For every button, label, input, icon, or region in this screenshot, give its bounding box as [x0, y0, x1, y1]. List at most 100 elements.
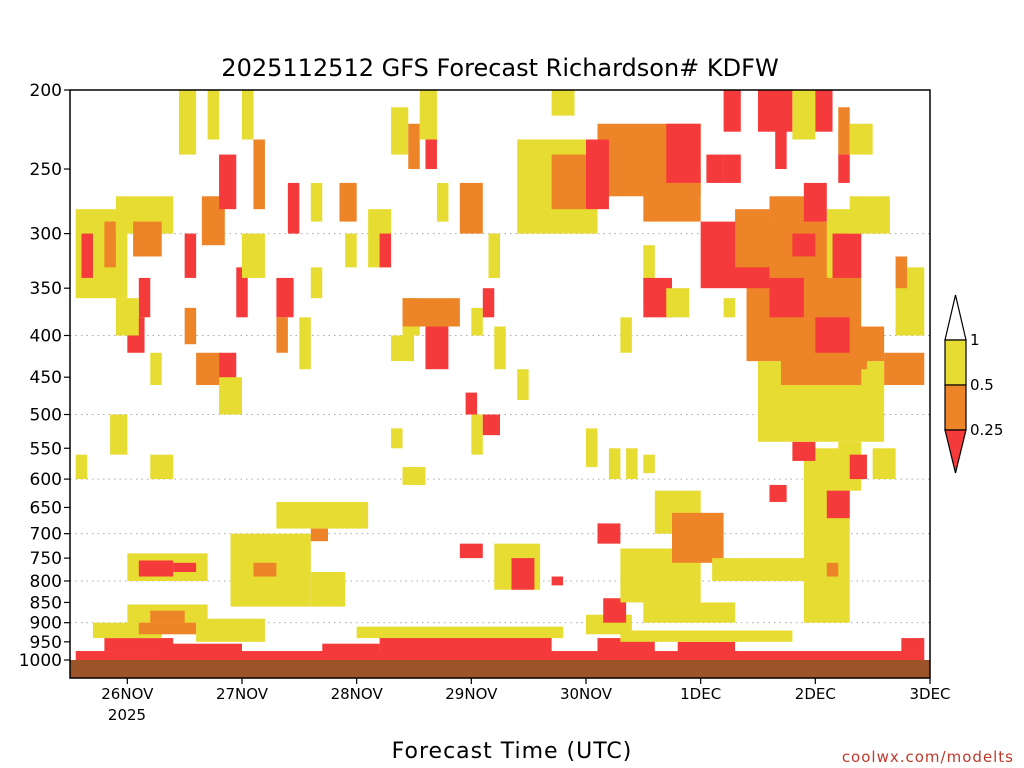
ri-cell-37	[826, 562, 839, 577]
y-tick-label-400: 400	[30, 326, 62, 346]
ri-cell-133	[488, 233, 500, 278]
ri-cell-26	[511, 558, 535, 590]
ri-cell-16	[173, 562, 197, 573]
colorbar-label-0-25: 0.25	[970, 421, 1003, 439]
ri-cell-88	[608, 448, 621, 480]
ri-cell-92	[104, 221, 116, 268]
ri-cell-0	[75, 651, 925, 660]
ri-cell-4	[379, 634, 552, 655]
ri-cell-97	[115, 298, 139, 336]
y-tick-label-900: 900	[30, 614, 62, 634]
x-tick-label-2dec: 2DEC	[795, 685, 836, 703]
y-tick-label-650: 650	[30, 498, 62, 518]
ri-cell-108	[242, 233, 265, 278]
colorbar-label-0-5: 0.5	[970, 376, 994, 394]
ri-cell-89	[586, 428, 598, 468]
ri-cell-103	[207, 90, 220, 140]
ri-cell-72	[838, 154, 850, 183]
ri-cell-141	[482, 414, 500, 436]
ri-cell-87	[643, 454, 655, 474]
ri-cell-137	[219, 377, 242, 415]
x-tick-label-27nov: 27NOV	[216, 685, 269, 703]
ri-cell-86	[626, 448, 638, 480]
ri-cell-115	[310, 182, 323, 222]
ri-cell-139	[75, 454, 88, 480]
ri-cell-7	[901, 638, 925, 652]
ri-cell-117	[339, 182, 357, 222]
ri-cell-74	[792, 233, 816, 257]
ri-cell-39	[826, 490, 850, 519]
y-axis: 200 250 300 350 400 450 500 550 600 650 700 750 8008…	[19, 81, 70, 671]
colorbar-level-red	[944, 429, 967, 474]
ri-cell-53	[895, 256, 908, 289]
ri-cell-2	[161, 643, 242, 655]
ri-cell-34	[672, 512, 724, 563]
x-tick-label-26nov: 26NOV	[101, 685, 154, 703]
ri-cell-27	[459, 543, 483, 559]
ri-cell-6	[677, 641, 736, 655]
ri-cell-83	[666, 288, 690, 318]
ri-cell-113	[299, 317, 311, 370]
ri-cell-114	[287, 182, 300, 234]
y-tick-label-750: 750	[30, 549, 62, 569]
y-tick-label-350: 350	[30, 279, 62, 299]
ri-cell-63	[551, 154, 586, 210]
y-tick-label-550: 550	[30, 439, 62, 459]
ri-cell-28	[551, 576, 564, 586]
ri-cell-49	[815, 317, 850, 353]
ri-cell-30	[597, 523, 621, 544]
ri-cell-70	[838, 107, 850, 155]
x-tick-label-28nov: 28NOV	[331, 685, 384, 703]
y-tick-label-600: 600	[30, 470, 62, 490]
ri-cell-77	[775, 107, 787, 170]
ri-cell-127	[425, 326, 449, 370]
ri-cell-78	[706, 154, 724, 183]
ri-cell-71	[849, 123, 873, 155]
x-tick-year-label: 2025	[108, 706, 146, 724]
ri-cell-24	[150, 610, 185, 623]
ri-cell-107	[236, 267, 248, 318]
colorbar-label-1: 1	[970, 331, 980, 349]
ri-cell-118	[345, 233, 357, 268]
ri-cell-105	[196, 352, 220, 385]
colorbar-level-yellow	[944, 339, 967, 386]
ri-cell-40	[849, 454, 867, 480]
ri-cell-138	[150, 454, 174, 480]
ri-cell-128	[391, 335, 414, 362]
ri-cell-43	[792, 441, 816, 461]
y-tick-label-950: 950	[30, 633, 62, 653]
ri-cell-19	[310, 572, 346, 607]
ri-cell-122	[408, 123, 420, 170]
colorbar: 1 0.5 0.25	[944, 294, 1003, 474]
y-tick-label-800: 800	[30, 572, 62, 592]
ri-cell-42	[769, 484, 787, 502]
ri-cell-81	[643, 245, 655, 299]
ri-cell-46	[861, 369, 885, 393]
ground-surface	[70, 660, 930, 678]
ri-cell-95	[138, 277, 151, 318]
ri-cell-121	[391, 107, 409, 155]
ri-cell-1	[104, 638, 174, 652]
ri-cell-126	[402, 298, 460, 327]
colorbar-level-orange	[944, 384, 967, 431]
ri-cell-51	[884, 352, 925, 385]
ri-cell-41	[872, 448, 896, 480]
ri-cell-18	[253, 562, 277, 577]
ri-cell-73	[803, 182, 827, 222]
ri-cell-79	[717, 233, 736, 257]
ri-cell-85	[723, 298, 736, 318]
ri-cell-68	[792, 90, 816, 140]
y-tick-label-850: 850	[30, 593, 62, 613]
ri-cell-84	[620, 317, 632, 353]
ri-cell-32	[643, 602, 736, 623]
y-tick-label-450: 450	[30, 368, 62, 388]
ri-cell-94	[133, 221, 162, 257]
ri-cell-91	[81, 233, 93, 278]
ri-cell-123	[419, 90, 437, 140]
ri-cell-134	[494, 326, 506, 370]
ri-cell-11	[356, 626, 564, 639]
ri-cell-140	[471, 414, 483, 455]
ri-cell-109	[242, 90, 254, 140]
ri-cell-48	[769, 277, 804, 318]
x-tick-label-3dec: 3DEC	[909, 685, 950, 703]
